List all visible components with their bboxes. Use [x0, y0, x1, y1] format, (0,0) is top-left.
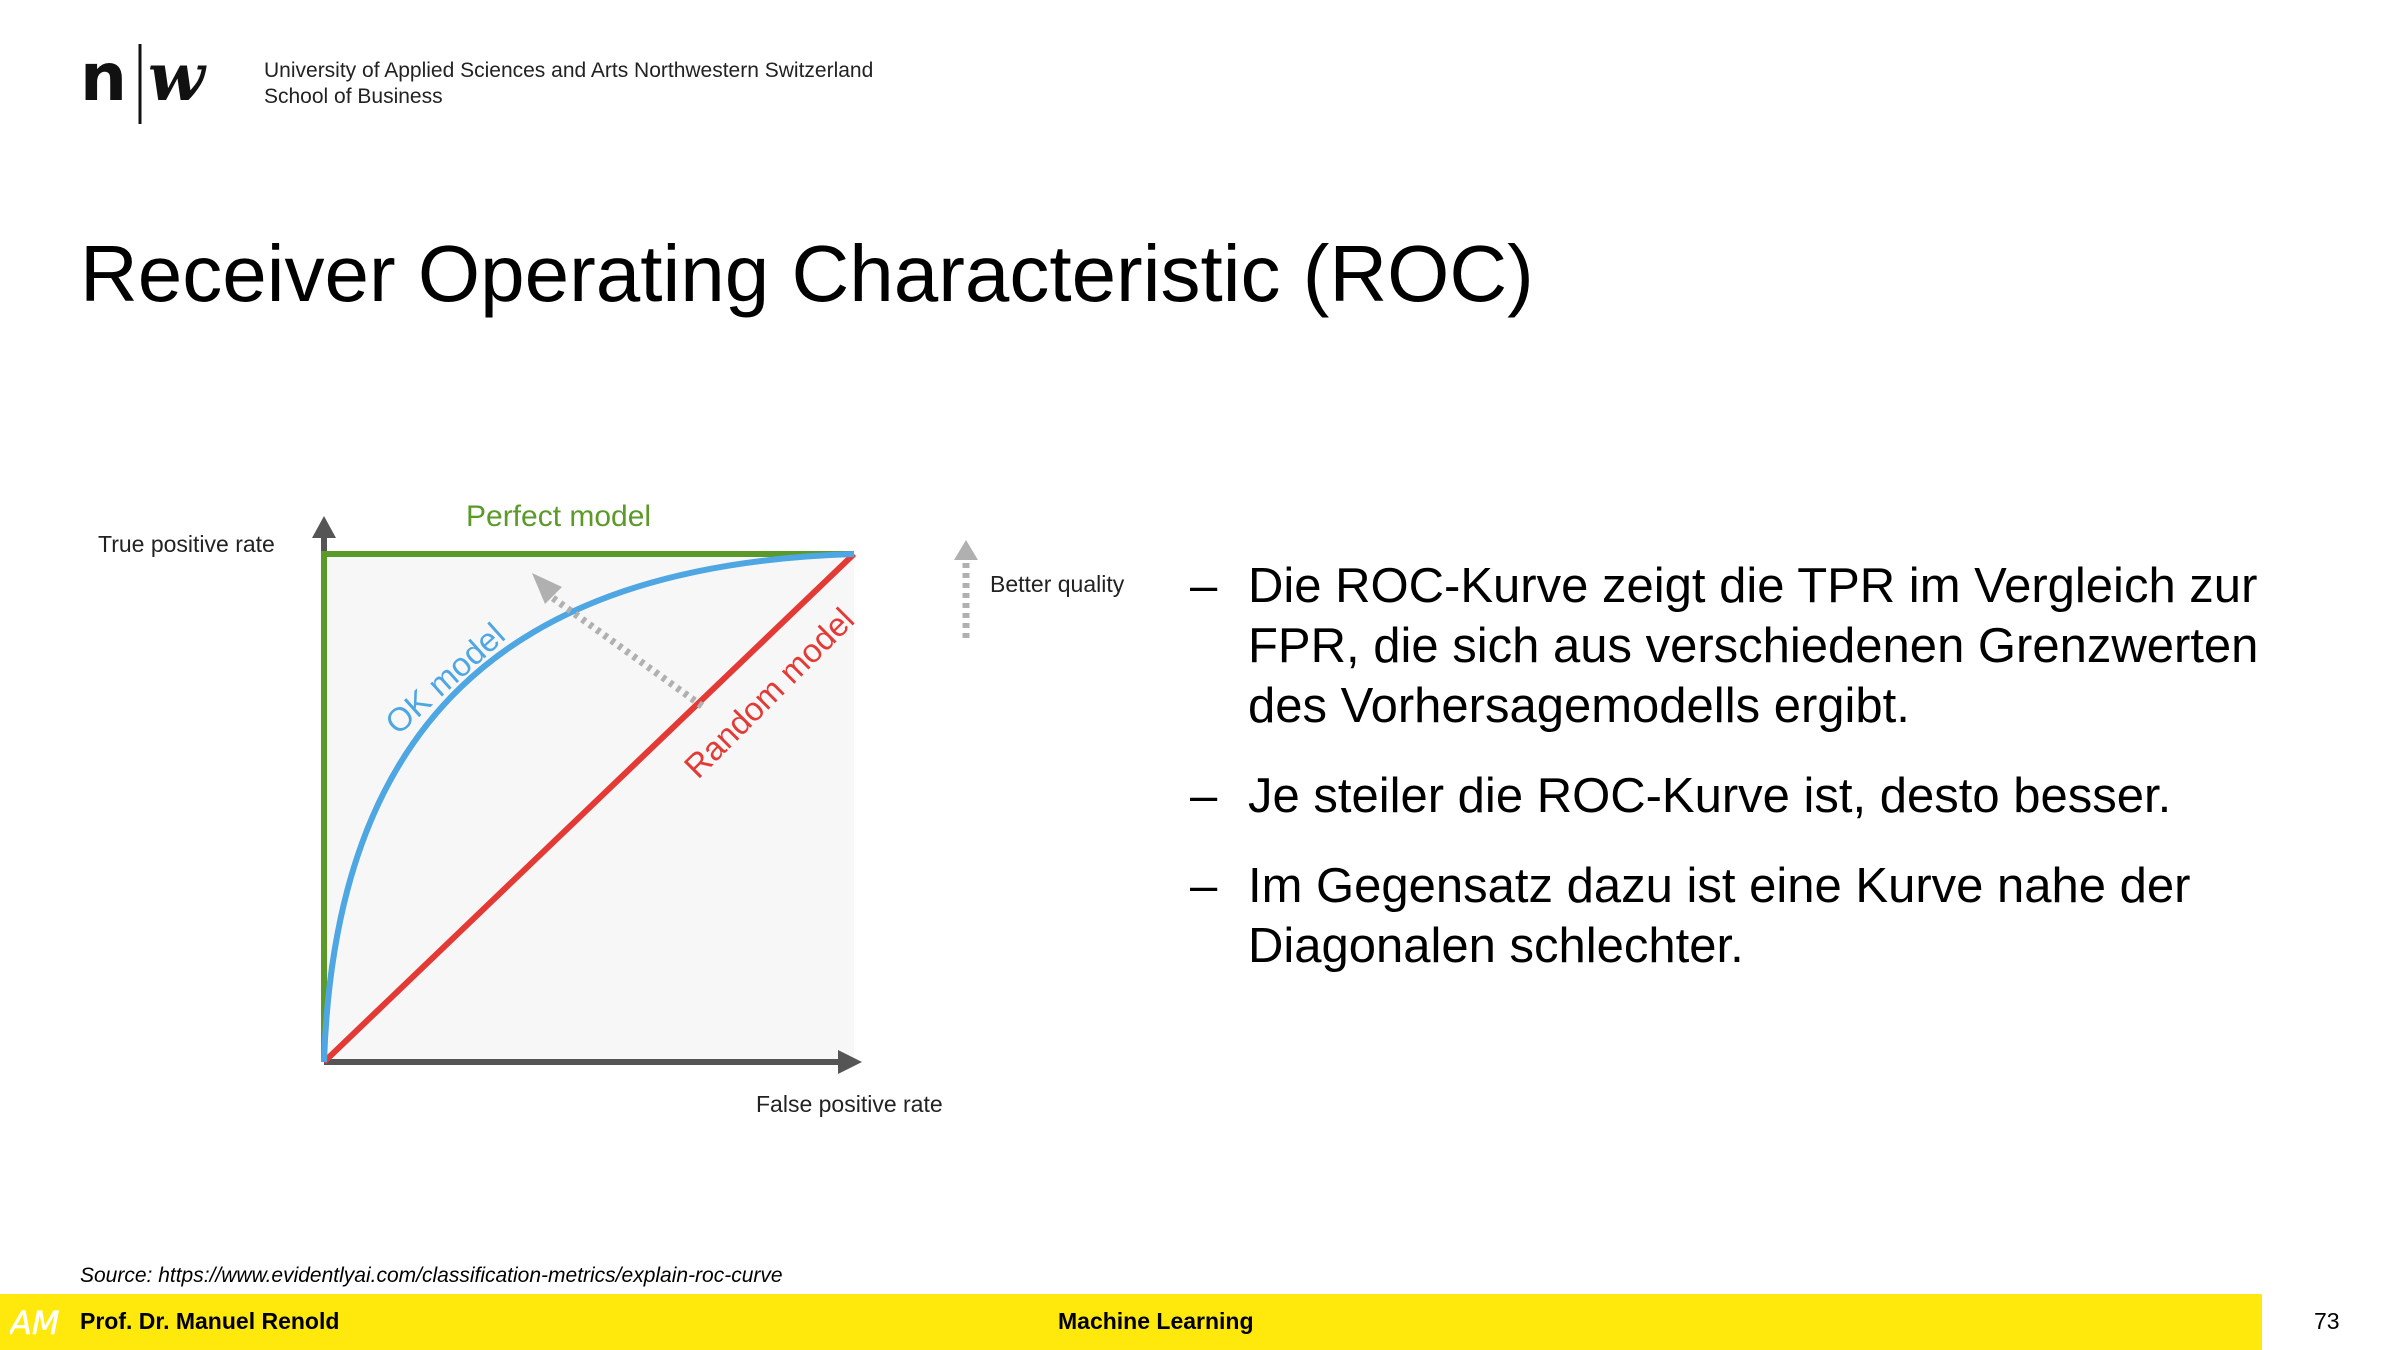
institution-line-2: School of Business: [264, 85, 443, 108]
page-number: 73: [2314, 1308, 2340, 1334]
bullet-text: Die ROC-Kurve zeigt die TPR im Vergleich…: [1248, 559, 2259, 733]
svg-text:AM: AM: [10, 1304, 60, 1342]
bullet-item: – Je steiler die ROC-Kurve ist, desto be…: [1190, 766, 2320, 826]
x-axis-label: False positive rate: [756, 1091, 943, 1117]
slide-title: Receiver Operating Characteristic (ROC): [80, 229, 1534, 318]
perfect-model-curve: [321, 551, 854, 1062]
bullet-text: Im Gegensatz dazu ist eine Kurve nahe de…: [1248, 859, 2191, 973]
ok-model-curve: [321, 551, 855, 1063]
footer-bar: AM Prof. Dr. Manuel Renold Machine Learn…: [0, 1294, 2262, 1350]
bullet-dash: –: [1190, 859, 1218, 913]
institution-line-1: University of Applied Sciences and Arts …: [264, 59, 874, 82]
x-axis-arrow-icon: [838, 1050, 862, 1074]
course-name: Machine Learning: [1058, 1308, 1254, 1334]
bullet-dash: –: [1190, 769, 1218, 823]
source-citation: Source: https://www.evidentlyai.com/clas…: [80, 1264, 783, 1287]
svg-text:n: n: [80, 40, 127, 116]
improvement-arrow-head-icon: [532, 573, 562, 604]
bullet-dash: –: [1190, 559, 1218, 613]
roc-diagram: True positive rate False positive rate P…: [98, 500, 1125, 1117]
bullet-item: – Im Gegensatz dazu ist eine Kurve nahe …: [1190, 856, 2320, 976]
bullet-list: – Die ROC-Kurve zeigt die TPR im Verglei…: [1190, 556, 2320, 1006]
perfect-model-label: Perfect model: [466, 500, 651, 533]
am-logo: AM: [10, 1304, 60, 1343]
institution-name: University of Applied Sciences and Arts …: [264, 58, 873, 110]
better-quality-label: Better quality: [990, 571, 1125, 597]
nw-logo: n w: [80, 40, 207, 124]
y-axis-arrow-icon: [312, 516, 336, 538]
svg-text:w: w: [148, 40, 207, 116]
random-model-line: [321, 551, 857, 1065]
author-name: Prof. Dr. Manuel Renold: [80, 1308, 340, 1334]
bullet-text: Je steiler die ROC-Kurve ist, desto bess…: [1248, 769, 2172, 823]
y-axis-label: True positive rate: [98, 531, 275, 557]
bullet-item: – Die ROC-Kurve zeigt die TPR im Verglei…: [1190, 556, 2320, 736]
better-quality-arrow-head-icon: [954, 540, 978, 560]
